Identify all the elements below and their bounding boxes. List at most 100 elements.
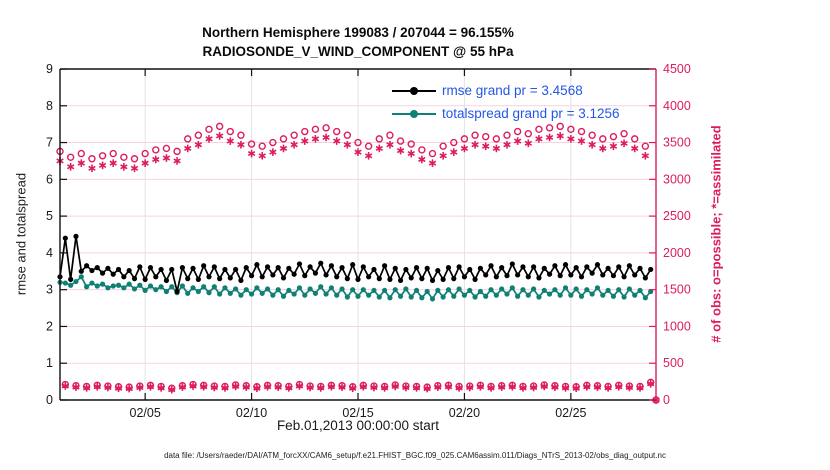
totalspread-marker — [73, 278, 79, 285]
x-axis-label: Feb.01,2013 00:00:00 start — [276, 418, 440, 433]
x-tick-label: 02/10 — [236, 406, 267, 420]
obs-assimilated-marker — [130, 165, 139, 171]
obs-assimilated-marker — [162, 155, 171, 161]
rmse-marker — [520, 264, 526, 270]
obs-assimilated-marker — [221, 385, 229, 391]
totalspread-marker — [429, 296, 436, 302]
totalspread-marker — [626, 286, 632, 292]
totalspread-marker — [477, 288, 483, 295]
rmse-marker — [472, 276, 478, 282]
rmse-marker — [610, 273, 617, 279]
obs-assimilated-marker — [428, 160, 437, 166]
obs-assimilated-marker — [529, 384, 538, 391]
obs-possible-marker — [290, 131, 298, 139]
rmse-marker — [94, 265, 100, 271]
x-tick-label: 02/15 — [342, 406, 373, 420]
rmse-marker — [323, 272, 329, 278]
rmse-line — [59, 236, 652, 292]
totalspread-marker — [344, 294, 350, 300]
rmse-marker — [264, 264, 271, 270]
rmse-marker — [536, 275, 542, 281]
obs-assimilated-marker — [519, 385, 527, 391]
rmse-marker — [371, 266, 377, 273]
rmse-marker — [376, 276, 382, 282]
rmse-marker — [477, 265, 483, 271]
totalspread-marker — [169, 284, 175, 290]
rmse-marker — [509, 261, 515, 267]
rmse-marker — [467, 266, 473, 273]
totalspread-line — [59, 275, 652, 301]
obs-assimilated-marker — [295, 383, 304, 389]
rmse-marker — [461, 274, 468, 280]
obs-assimilated-marker — [508, 384, 517, 390]
totalspread-marker — [110, 283, 116, 289]
rmse-marker — [440, 276, 446, 282]
y-tick-label-right: 1000 — [663, 319, 691, 333]
rmse-marker — [270, 272, 276, 278]
x-tick-label: 02/05 — [130, 406, 161, 420]
obs-possible-marker — [556, 122, 564, 131]
totalspread-marker — [334, 292, 340, 298]
obs-possible-marker — [418, 146, 426, 154]
obs-assimilated-marker — [274, 384, 282, 390]
obs-assimilated-marker — [423, 386, 431, 392]
obs-assimilated-marker — [199, 384, 208, 390]
obs-assimilated-marker — [205, 136, 213, 142]
obs-possible-marker — [588, 131, 596, 139]
totalspread-marker — [392, 287, 398, 293]
totalspread-marker — [131, 286, 138, 292]
obs-assimilated-marker — [391, 383, 399, 389]
totalspread-marker — [472, 294, 478, 300]
totalspread-marker — [211, 284, 217, 290]
rmse-marker — [525, 274, 531, 280]
totalspread-marker — [99, 281, 106, 287]
rmse-marker — [515, 272, 521, 278]
obs-possible-marker — [162, 144, 171, 153]
rmse-marker — [445, 265, 452, 271]
totalspread-marker — [642, 295, 648, 301]
obs-possible-marker — [471, 131, 479, 139]
totalspread-marker — [424, 288, 430, 295]
totalspread-marker — [238, 292, 244, 298]
obs-possible-marker — [524, 130, 532, 138]
chart-title: Northern Hemisphere 199083 / 207044 = 96… — [60, 23, 656, 61]
obs-assimilated-marker — [141, 160, 149, 166]
obs-assimilated-marker — [535, 136, 543, 142]
obs-assimilated-marker — [120, 164, 128, 170]
totalspread-marker — [589, 291, 595, 297]
totalspread-marker — [387, 295, 393, 301]
obs-assimilated-marker — [226, 138, 234, 144]
rmse-marker — [403, 266, 409, 273]
obs-possible-marker — [184, 135, 192, 143]
obs-assimilated-marker — [173, 158, 181, 164]
rmse-marker — [217, 276, 223, 282]
obs-assimilated-marker — [285, 385, 293, 391]
obs-assimilated-marker — [593, 384, 602, 390]
totalspread-marker — [403, 286, 409, 292]
obs-assimilated-marker — [609, 143, 618, 149]
obs-assimilated-marker — [82, 385, 91, 391]
obs-possible-marker — [215, 122, 224, 131]
obs-possible-marker — [173, 147, 181, 156]
obs-possible-marker — [194, 131, 203, 139]
y-axis-label-left: rmse and totalspread — [13, 172, 29, 296]
totalspread-marker — [376, 294, 382, 300]
totalspread-marker — [243, 287, 249, 293]
totalspread-marker — [217, 291, 223, 297]
totalspread-marker — [62, 280, 68, 286]
totalspread-marker — [126, 281, 132, 287]
rmse-marker — [648, 266, 654, 273]
obs-assimilated-marker — [354, 149, 362, 155]
obs-assimilated-marker — [98, 162, 107, 168]
totalspread-marker — [222, 285, 228, 291]
totalspread-marker — [264, 286, 271, 292]
totalspread-marker — [318, 284, 324, 290]
totalspread-marker — [536, 294, 542, 300]
y-tick-label-left: 0 — [46, 393, 53, 407]
rmse-marker — [185, 276, 191, 282]
obs-assimilated-marker — [583, 384, 591, 390]
obs-assimilated-marker — [210, 384, 219, 391]
totalspread-marker — [382, 287, 388, 294]
rmse-marker — [546, 271, 553, 277]
